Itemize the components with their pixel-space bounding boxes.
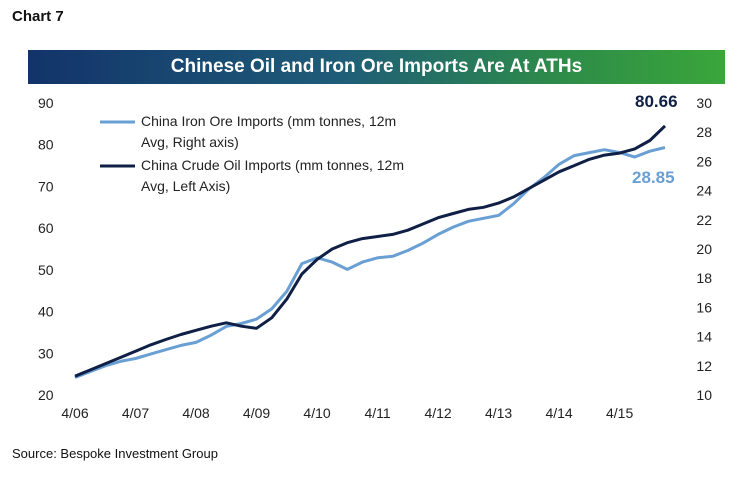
right-axis-ticks: 10 12 14 16 18 20 22 24 26 28 30 — [696, 95, 712, 403]
x-tick-label: 4/10 — [303, 405, 330, 421]
legend-label: Avg, Right axis) — [141, 134, 239, 150]
right-tick-label: 22 — [696, 212, 712, 228]
right-tick-label: 20 — [696, 241, 712, 257]
x-tick-label: 4/12 — [424, 405, 451, 421]
right-tick-label: 16 — [696, 299, 712, 315]
right-tick-label: 10 — [696, 387, 712, 403]
right-tick-label: 26 — [696, 153, 712, 169]
legend-label: China Crude Oil Imports (mm tonnes, 12m — [141, 157, 404, 173]
legend: China Iron Ore Imports (mm tonnes, 12m Av… — [100, 113, 404, 194]
x-tick-label: 4/06 — [61, 405, 88, 421]
left-tick-label: 20 — [38, 387, 54, 403]
left-tick-label: 80 — [38, 137, 54, 153]
x-tick-label: 4/08 — [182, 405, 209, 421]
chart-title: Chinese Oil and Iron Ore Imports Are At … — [28, 50, 725, 84]
x-tick-label: 4/14 — [545, 405, 572, 421]
right-tick-label: 30 — [696, 95, 712, 111]
legend-label: China Iron Ore Imports (mm tonnes, 12m — [141, 113, 396, 129]
left-axis-ticks: 20 30 40 50 60 70 80 90 — [38, 95, 54, 403]
x-tick-label: 4/09 — [243, 405, 270, 421]
x-axis-ticks: 4/06 4/07 4/08 4/09 4/10 4/11 4/12 4/13 4/14 4/15 — [61, 405, 633, 421]
left-tick-label: 60 — [38, 220, 54, 236]
x-tick-label: 4/13 — [485, 405, 512, 421]
right-tick-label: 12 — [696, 358, 712, 374]
left-tick-label: 40 — [38, 304, 54, 320]
series-line-crude-oil — [74, 124, 667, 378]
left-tick-label: 90 — [38, 95, 54, 111]
series-lines — [74, 124, 667, 379]
right-tick-label: 24 — [696, 183, 712, 199]
left-tick-label: 50 — [38, 262, 54, 278]
end-value-label: 28.85 — [632, 168, 675, 187]
x-tick-label: 4/11 — [364, 405, 390, 421]
legend-label: Avg, Left Axis) — [141, 178, 230, 194]
source-note: Source: Bespoke Investment Group — [12, 446, 218, 461]
end-labels: 28.85 80.66 — [632, 92, 678, 187]
chart-label: Chart 7 — [12, 8, 64, 25]
right-tick-label: 28 — [696, 124, 712, 140]
left-tick-label: 30 — [38, 345, 54, 361]
right-tick-label: 14 — [696, 329, 712, 345]
end-value-label: 80.66 — [635, 92, 678, 111]
x-tick-label: 4/07 — [122, 405, 149, 421]
left-tick-label: 70 — [38, 178, 54, 194]
x-tick-label: 4/15 — [606, 405, 633, 421]
series-line-iron-ore — [74, 146, 666, 379]
right-tick-label: 18 — [696, 270, 712, 286]
